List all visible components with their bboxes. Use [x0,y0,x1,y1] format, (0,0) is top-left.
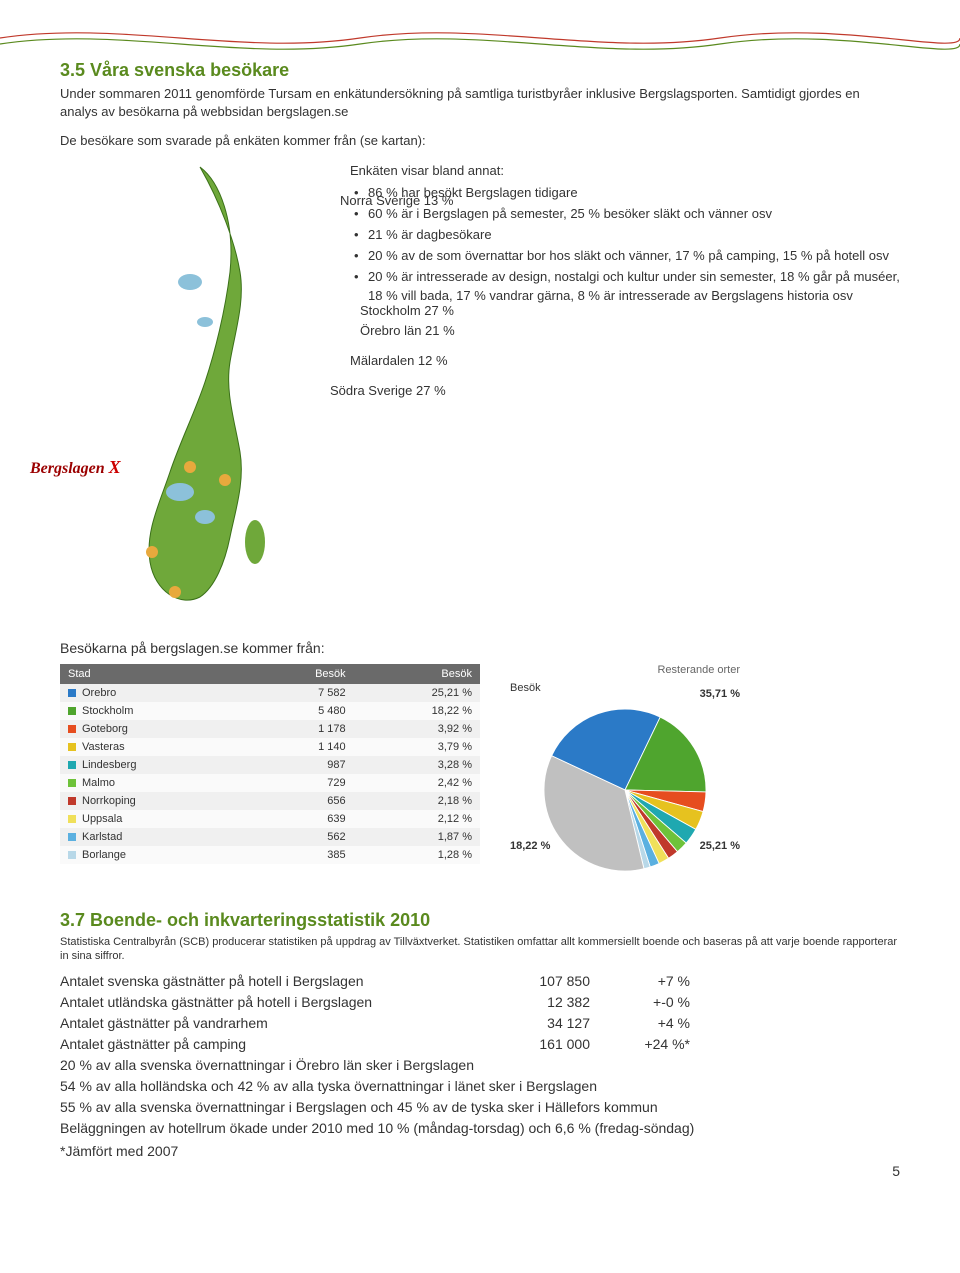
enkat-item: 60 % är i Bergslagen på semester, 25 % b… [350,205,900,224]
th-besok2: Besök [354,664,480,684]
bergslagen-marker: Bergslagen X [30,457,121,478]
section-35-heading: 3.5 Våra svenska besökare [60,60,900,81]
city-table: Stad Besök Besök Orebro7 58225,21 %Stock… [60,664,480,864]
table-row: Malmo7292,42 % [60,774,480,792]
table-row: Uppsala6392,12 % [60,810,480,828]
table-row: Borlange3851,28 % [60,846,480,864]
stats-line: 54 % av alla holländska och 42 % av alla… [60,1076,900,1097]
table-row: Orebro7 58225,21 % [60,684,480,702]
section-37-note: Statistiska Centralbyrån (SCB) producera… [60,935,900,964]
enkat-item: 20 % av de som övernattar bor hos släkt … [350,247,900,266]
stats-lines: 20 % av alla svenska övernattningar i Ör… [60,1055,900,1139]
stats-row: Antalet svenska gästnätter på hotell i B… [60,971,900,992]
region-orebro: Örebro län 21 % [360,322,455,341]
section-35-intro: Under sommaren 2011 genomförde Tursam en… [60,85,900,120]
section-37-heading: 3.7 Boende- och inkvarteringsstatistik 2… [60,910,900,931]
sweden-map: Bergslagen X [60,162,320,622]
table-row: Stockholm5 48018,22 % [60,702,480,720]
table-row: Karlstad5621,87 % [60,828,480,846]
page-number: 5 [892,1163,900,1179]
th-besok1: Besök [249,664,353,684]
table-title: Besökarna på bergslagen.se kommer från: [60,640,325,656]
stats-line: Beläggningen av hotellrum ökade under 20… [60,1118,900,1139]
table-row: Norrkoping6562,18 % [60,792,480,810]
wave-decoration [0,20,960,60]
pie-chart: Resterande orter Besök 35,71 % 18,22 % 2… [510,664,740,880]
enkat-item: 20 % är intresserade av design, nostalgi… [350,268,900,306]
stats-table: Antalet svenska gästnätter på hotell i B… [60,971,900,1055]
th-stad: Stad [60,664,249,684]
stats-row: Antalet utländska gästnätter på hotell i… [60,992,900,1013]
enkat-item: 21 % är dagbesökare [350,226,900,245]
stats-line: 55 % av alla svenska övernattningar i Be… [60,1097,900,1118]
region-malardalen: Mälardalen 12 % [350,352,448,371]
section-35-kartan: De besökare som svarade på enkäten komme… [60,132,900,150]
stats-row: Antalet gästnätter på camping161 000+24 … [60,1034,900,1055]
enkat-item: 86 % har besökt Bergslagen tidigare [350,184,900,203]
stats-line: 20 % av alla svenska övernattningar i Ör… [60,1055,900,1076]
table-row: Vasteras1 1403,79 % [60,738,480,756]
table-row: Goteborg1 1783,92 % [60,720,480,738]
stats-footnote: *Jämfört med 2007 [60,1143,900,1159]
table-row: Lindesberg9873,28 % [60,756,480,774]
region-sodra: Södra Sverige 27 % [330,382,446,401]
stats-row: Antalet gästnätter på vandrarhem34 127+4… [60,1013,900,1034]
